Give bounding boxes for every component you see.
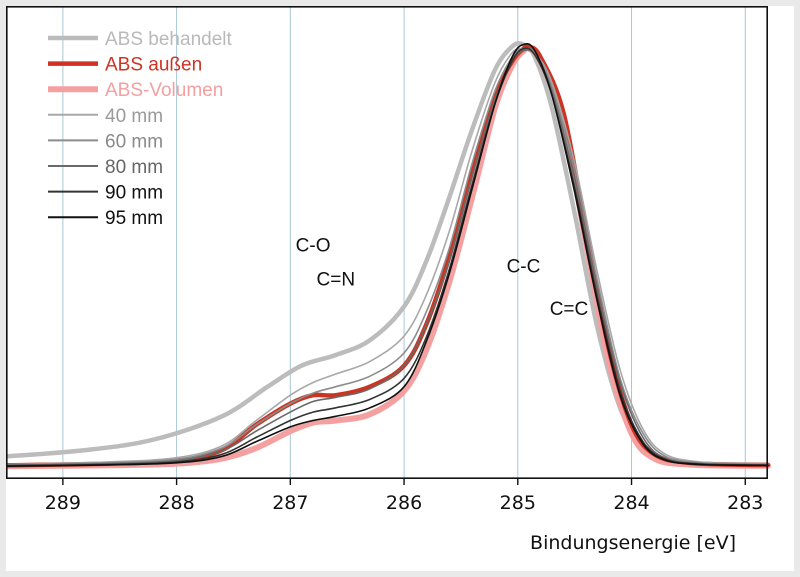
chart-figure: 289 288 287 286 285 284 283 ABS behandelt ABS a… (6, 6, 794, 571)
annotation-3: C=C (550, 299, 589, 320)
series-line-2 (6, 44, 771, 470)
x-tick-label-289: 289 (45, 492, 81, 514)
legend-label-2: ABS-Volumen (105, 80, 223, 101)
annotation-2: C-C (507, 257, 541, 278)
legend-label-0: ABS behandelt (105, 29, 232, 50)
series-line-5 (6, 49, 769, 467)
series-line-7 (6, 42, 769, 467)
legend: ABS behandelt ABS außen ABS-Volumen 40 mm 60… (48, 29, 232, 229)
x-axis-title: Bindungsenergie [eV] (530, 532, 736, 554)
x-tick-label-287: 287 (272, 492, 308, 514)
legend-label-4: 60 mm (105, 131, 163, 152)
legend-label-1: ABS außen (105, 55, 202, 76)
annotation-1: C=N (317, 269, 356, 290)
x-axis-ticks: 289 288 287 286 285 284 283 (45, 479, 763, 514)
legend-label-6: 90 mm (105, 183, 163, 204)
series-line-3 (6, 47, 769, 466)
grid-lines (62, 6, 746, 479)
xps-spectrum-chart: 289 288 287 286 285 284 283 ABS behandelt ABS a… (6, 6, 771, 554)
series-line-4 (6, 47, 769, 466)
legend-label-7: 95 mm (105, 208, 163, 229)
legend-label-3: 40 mm (105, 106, 163, 127)
x-tick-label-285: 285 (500, 492, 536, 514)
x-tick-label-286: 286 (386, 492, 422, 514)
legend-label-5: 80 mm (105, 157, 163, 178)
annotation-0: C-O (296, 236, 331, 257)
x-tick-label-284: 284 (613, 492, 649, 514)
plot-area-frame (6, 6, 769, 479)
x-tick-label-288: 288 (158, 492, 194, 514)
peak-annotations: C-O C=N C-C C=C (296, 236, 589, 320)
x-tick-label-283: 283 (727, 492, 763, 514)
series-lines (6, 40, 771, 470)
